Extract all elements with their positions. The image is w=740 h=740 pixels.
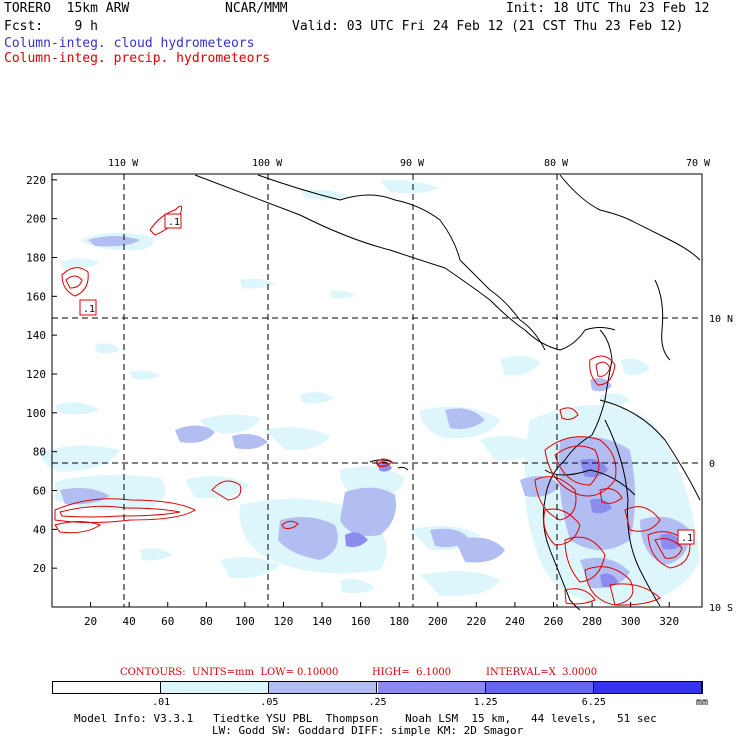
axis-ticks [52,179,670,607]
colorbar-cell [269,682,378,693]
precip-contours [54,205,691,606]
model-title: TORERO 15km ARW [4,1,130,16]
colorbar-cell [161,682,270,693]
y-tick-label: 60 [33,484,46,497]
lon-label-100w: 100 W [252,158,283,169]
lon-label-90w: 90 W [400,158,425,169]
colorbar-cell [377,682,486,693]
x-tick-label: 80 [200,615,213,628]
x-tick-label: 140 [312,615,332,628]
y-tick-label: 120 [26,368,46,381]
lon-label-70w: 70 W [686,158,711,169]
colorbar-label: .25 [368,697,387,708]
y-tick-label: 20 [33,562,46,575]
y-tick-label: 80 [33,446,46,459]
colorbar [52,681,703,694]
x-tick-label: 240 [505,615,525,628]
lon-label-80w: 80 W [544,158,569,169]
x-tick-label: 280 [582,615,602,628]
colorbar-unit: mm [695,697,709,708]
colorbar-cell [593,682,702,693]
colorbar-label: .01 [152,697,171,708]
org-label: NCAR/MMM [225,1,288,16]
map-frame [51,173,703,608]
colorbar-label: 1.25 [473,697,498,708]
contour-label-1: .1 [168,217,180,228]
x-tick-label: 60 [161,615,174,628]
colorbar-cell [53,682,162,693]
init-time: Init: 18 UTC Thu 23 Feb 12 [506,1,710,16]
lat-label-10s: 10 S [709,603,733,614]
x-tick-label: 160 [351,615,371,628]
lon-label-110w: 110 W [108,158,139,169]
y-tick-label: 100 [26,407,46,420]
x-tick-label: 260 [544,615,564,628]
coastlines [194,174,701,611]
valid-time: Valid: 03 UTC Fri 24 Feb 12 (21 CST Thu … [292,19,684,34]
y-tick-label: 180 [26,251,46,264]
x-tick-label: 320 [659,615,679,628]
x-tick-label: 100 [235,615,255,628]
colorbar-cell [485,682,594,693]
x-tick-label: 180 [389,615,409,628]
y-tick-label: 220 [26,174,46,187]
x-tick-label: 300 [621,615,641,628]
contour-label-boxes [79,213,695,545]
x-tick-label: 220 [466,615,486,628]
x-tick-label: 40 [123,615,136,628]
x-tick-label: 200 [428,615,448,628]
lat-label-10n: 10 N [709,314,733,325]
contour-units-low: CONTOURS: UNITS=mm LOW= 0.10000 [120,667,339,678]
y-tick-label: 140 [26,329,46,342]
latlon-grid [52,174,702,607]
forecast-hour: Fcst: 9 h [4,19,98,34]
model-info-line1: Model Info: V3.3.1 Tiedtke YSU PBL Thomp… [74,712,657,725]
y-tick-label: 40 [33,523,46,536]
model-info-line2: LW: Godd SW: Goddard DIFF: simple KM: 2D… [212,724,524,737]
cloud-shading-dark [345,458,682,588]
contour-interval: INTERVAL=X 3.0000 [486,667,598,678]
field-label-cloud: Column-integ. cloud hydrometeors [4,36,255,51]
y-tick-label: 200 [26,213,46,226]
colorbar-label: .05 [260,697,279,708]
contour-label-3: .1 [681,533,693,544]
field-label-precip: Column-integ. precip. hydrometeors [4,51,271,66]
y-tick-label: 160 [26,290,46,303]
colorbar-label: 6.25 [581,697,606,708]
x-tick-label: 120 [274,615,294,628]
contour-high: HIGH= 6.1000 [372,667,452,678]
x-tick-label: 20 [84,615,97,628]
lat-label-0: 0 [709,459,715,470]
contour-label-2: .1 [83,304,95,315]
